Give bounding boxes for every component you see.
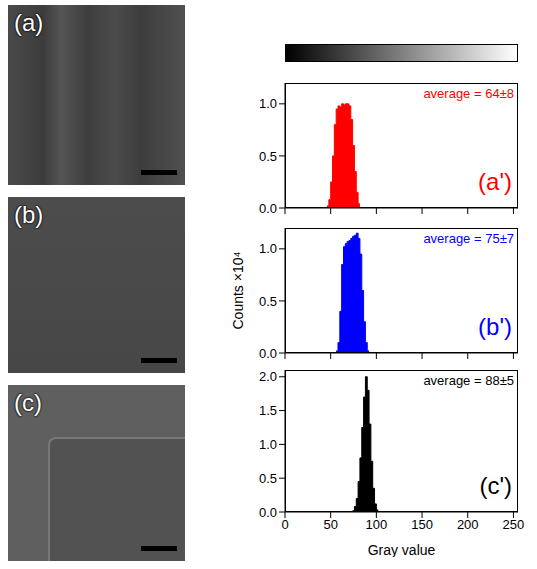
- html-text:(a'): (a'): [478, 168, 512, 195]
- html-text:average = 75±7: average = 75±7: [423, 231, 514, 246]
- svg-text:250: 250: [503, 517, 525, 532]
- html-text:(c): (c): [14, 389, 42, 416]
- svg-text:0.5: 0.5: [259, 471, 277, 486]
- svg-text:Gray value: Gray value: [368, 542, 436, 557]
- html-text:(a): (a): [14, 9, 44, 36]
- svg-text:0.0: 0.0: [259, 505, 277, 520]
- svg-text:0: 0: [281, 517, 288, 532]
- svg-text:1.5: 1.5: [259, 403, 277, 418]
- svg-text:150: 150: [411, 517, 433, 532]
- svg-text:2.0: 2.0: [259, 369, 277, 384]
- svg-text:0.0: 0.0: [259, 201, 277, 216]
- svg-text:1.0: 1.0: [259, 96, 277, 111]
- html-text:average = 64±8: average = 64±8: [423, 86, 514, 101]
- svg-text:1.0: 1.0: [259, 437, 277, 452]
- svg-text:0.5: 0.5: [259, 294, 277, 309]
- html-text:(c'): (c'): [479, 472, 512, 499]
- html-text:(b'): (b'): [478, 313, 512, 340]
- html-text:(b): (b): [14, 201, 44, 228]
- svg-text:0.5: 0.5: [259, 149, 277, 164]
- svg-text:100: 100: [366, 517, 388, 532]
- svg-text:50: 50: [323, 517, 337, 532]
- svg-text:Counts ×10⁴: Counts ×10⁴: [230, 251, 246, 329]
- svg-text:0.0: 0.0: [259, 346, 277, 361]
- html-text:average = 88±5: average = 88±5: [423, 373, 514, 388]
- svg-text:200: 200: [457, 517, 479, 532]
- svg-text:1.0: 1.0: [259, 241, 277, 256]
